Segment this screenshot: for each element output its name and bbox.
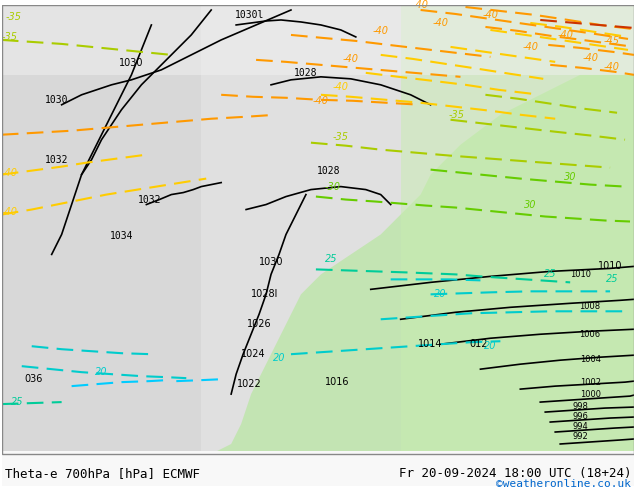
Bar <box>2 5 201 454</box>
Text: 1032: 1032 <box>138 195 161 204</box>
Text: -40: -40 <box>343 54 359 64</box>
Polygon shape <box>211 75 634 454</box>
Text: Fr 20-09-2024 18:00 UTC (18+24): Fr 20-09-2024 18:00 UTC (18+24) <box>399 467 631 480</box>
Text: 1022: 1022 <box>236 379 261 389</box>
Text: 30: 30 <box>564 172 576 182</box>
Text: ©weatheronline.co.uk: ©weatheronline.co.uk <box>496 479 631 489</box>
Text: -40: -40 <box>313 96 329 106</box>
Text: 1006: 1006 <box>579 330 600 339</box>
Text: -40: -40 <box>557 30 573 40</box>
Text: 1030: 1030 <box>119 58 144 68</box>
Text: -40: -40 <box>333 82 349 92</box>
Text: 25: 25 <box>544 270 557 279</box>
Text: 1002: 1002 <box>579 378 600 387</box>
Text: 1030: 1030 <box>259 257 283 268</box>
Bar <box>2 451 634 486</box>
Text: -35: -35 <box>333 132 349 142</box>
Text: 25: 25 <box>325 254 337 265</box>
Text: 1000: 1000 <box>579 390 600 398</box>
Text: 30: 30 <box>524 199 536 210</box>
Text: 036: 036 <box>25 374 43 384</box>
Text: 1010: 1010 <box>570 270 591 279</box>
Text: -35: -35 <box>2 32 18 42</box>
Text: -40: -40 <box>582 53 598 63</box>
Text: -40: -40 <box>2 206 18 217</box>
Text: 20: 20 <box>434 289 447 299</box>
Text: 1028l: 1028l <box>251 289 279 299</box>
Bar <box>2 5 634 75</box>
Text: 1004: 1004 <box>579 355 600 364</box>
Text: -40: -40 <box>432 18 448 28</box>
Text: Theta-e 700hPa [hPa] ECMWF: Theta-e 700hPa [hPa] ECMWF <box>5 467 200 480</box>
Text: 25: 25 <box>606 274 618 284</box>
Text: 1008: 1008 <box>579 302 600 311</box>
Text: 992: 992 <box>573 432 588 441</box>
Text: -40: -40 <box>2 168 18 177</box>
Text: 996: 996 <box>573 412 588 420</box>
Text: 20: 20 <box>95 367 108 377</box>
Text: 20: 20 <box>273 353 285 363</box>
Text: 998: 998 <box>573 402 588 411</box>
Text: -40: -40 <box>482 10 498 20</box>
Text: 1028: 1028 <box>294 68 318 78</box>
Text: -40: -40 <box>413 0 429 10</box>
Text: 25: 25 <box>11 397 23 407</box>
Text: 1032: 1032 <box>45 155 68 165</box>
Text: -40: -40 <box>604 62 620 72</box>
Text: 012: 012 <box>469 339 488 349</box>
Text: 1010: 1010 <box>598 261 623 271</box>
Text: 1030l: 1030l <box>235 10 264 20</box>
Text: 1014: 1014 <box>418 339 443 349</box>
Text: -45: -45 <box>604 36 620 46</box>
Text: 20: 20 <box>484 341 496 351</box>
Text: 1026: 1026 <box>247 319 271 329</box>
Text: 1034: 1034 <box>110 231 133 242</box>
Text: 1024: 1024 <box>241 349 266 359</box>
Text: -40: -40 <box>373 26 389 36</box>
Text: -30: -30 <box>325 182 341 192</box>
Text: 994: 994 <box>573 421 588 431</box>
Text: 1028: 1028 <box>317 166 340 175</box>
Text: 1016: 1016 <box>325 377 349 387</box>
Bar <box>401 5 634 454</box>
Text: -35: -35 <box>6 12 22 22</box>
Text: -35: -35 <box>448 110 465 120</box>
Text: -40: -40 <box>522 42 538 52</box>
Text: 1030: 1030 <box>45 95 68 105</box>
